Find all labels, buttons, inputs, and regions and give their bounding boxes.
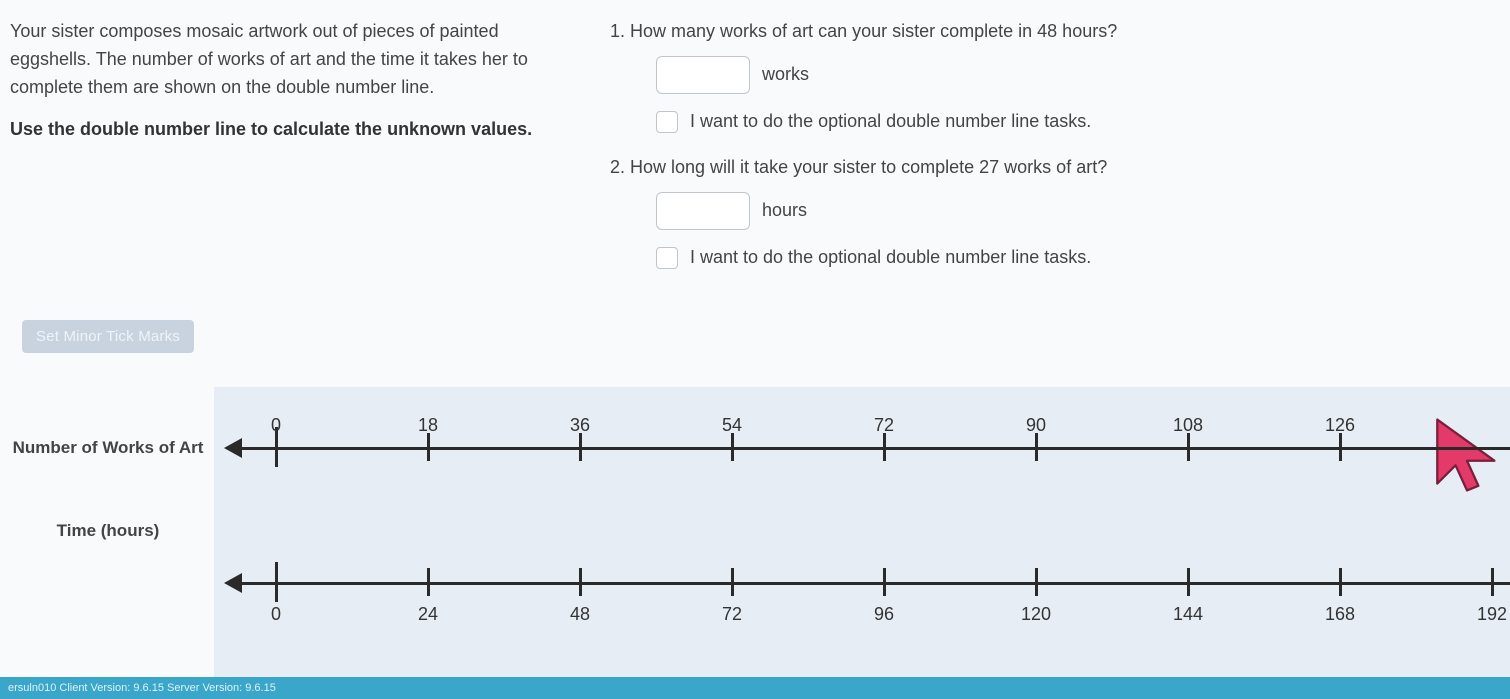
left-column: Your sister composes mosaic artwork out … bbox=[10, 18, 580, 290]
cursor-icon bbox=[1432, 415, 1502, 495]
tick-hours[interactable] bbox=[579, 568, 582, 596]
tick-hours[interactable] bbox=[1491, 568, 1494, 596]
right-column: 1. How many works of art can your sister… bbox=[610, 18, 1500, 290]
tick-works[interactable] bbox=[1339, 433, 1342, 461]
tick-works[interactable] bbox=[427, 433, 430, 461]
question-1-optional-row: I want to do the optional double number … bbox=[656, 108, 1500, 136]
arrow-left-icon bbox=[224, 438, 242, 458]
dnl-labels-column: Number of Works of Art Time (hours) bbox=[10, 415, 206, 551]
tick-works[interactable] bbox=[579, 433, 582, 461]
footer-bar: ersuln010 Client Version: 9.6.15 Server … bbox=[0, 677, 1510, 699]
tick-label-hours: 72 bbox=[722, 604, 742, 625]
tick-label-hours: 192 bbox=[1477, 604, 1507, 625]
tick-hours[interactable] bbox=[1035, 568, 1038, 596]
intro-text: Your sister composes mosaic artwork out … bbox=[10, 18, 580, 102]
set-minor-tick-marks-button[interactable]: Set Minor Tick Marks bbox=[22, 320, 194, 353]
tick-works[interactable] bbox=[1035, 433, 1038, 461]
dnl-top-label: Number of Works of Art bbox=[10, 415, 206, 481]
tick-label-hours: 168 bbox=[1325, 604, 1355, 625]
tick-label-hours: 120 bbox=[1021, 604, 1051, 625]
tick-hours[interactable] bbox=[427, 568, 430, 596]
question-2-optional-label: I want to do the optional double number … bbox=[690, 244, 1091, 272]
question-1-prompt: 1. How many works of art can your sister… bbox=[610, 18, 1500, 46]
tick-hours[interactable] bbox=[1187, 568, 1190, 596]
instruction-text: Use the double number line to calculate … bbox=[10, 116, 580, 144]
tick-label-works: 0 bbox=[271, 415, 281, 436]
tick-hours[interactable] bbox=[1339, 568, 1342, 596]
tick-label-hours: 0 bbox=[271, 604, 281, 625]
tick-label-works: 108 bbox=[1173, 415, 1203, 436]
footer-version-text: ersuln010 Client Version: 9.6.15 Server … bbox=[8, 682, 276, 694]
question-area: Your sister composes mosaic artwork out … bbox=[0, 0, 1510, 308]
tick-label-hours: 96 bbox=[874, 604, 894, 625]
tick-label-works: 126 bbox=[1325, 415, 1355, 436]
question-2-input[interactable] bbox=[656, 192, 750, 230]
question-1-optional-checkbox[interactable] bbox=[656, 111, 678, 133]
question-2-answer-row: hours bbox=[656, 192, 1500, 230]
tick-label-works: 54 bbox=[722, 415, 742, 436]
tick-hours[interactable] bbox=[883, 568, 886, 596]
question-2-unit: hours bbox=[762, 197, 807, 225]
dnl-bottom-label: Time (hours) bbox=[10, 511, 206, 551]
arrow-left-icon bbox=[224, 573, 242, 593]
tick-label-works: 90 bbox=[1026, 415, 1046, 436]
tick-label-hours: 48 bbox=[570, 604, 590, 625]
question-1-answer-row: works bbox=[656, 56, 1500, 94]
question-2-prompt: 2. How long will it take your sister to … bbox=[610, 154, 1500, 182]
tick-works[interactable] bbox=[731, 433, 734, 461]
question-2-optional-checkbox[interactable] bbox=[656, 247, 678, 269]
tick-label-works: 18 bbox=[418, 415, 438, 436]
dnl-lines-panel[interactable]: 0 18 36 54 72 90 108 126 0 24 48 72 96 120 144 168 192 bbox=[214, 387, 1510, 687]
tick-label-hours: 144 bbox=[1173, 604, 1203, 625]
question-1-unit: works bbox=[762, 61, 809, 89]
question-1-input[interactable] bbox=[656, 56, 750, 94]
question-1-optional-label: I want to do the optional double number … bbox=[690, 108, 1091, 136]
tick-label-works: 72 bbox=[874, 415, 894, 436]
tick-hours[interactable] bbox=[731, 568, 734, 596]
tick-label-hours: 24 bbox=[418, 604, 438, 625]
question-2-optional-row: I want to do the optional double number … bbox=[656, 244, 1500, 272]
tick-works[interactable] bbox=[1187, 433, 1190, 461]
tick-label-works: 36 bbox=[570, 415, 590, 436]
tick-hours[interactable] bbox=[275, 562, 278, 602]
tick-works[interactable] bbox=[883, 433, 886, 461]
